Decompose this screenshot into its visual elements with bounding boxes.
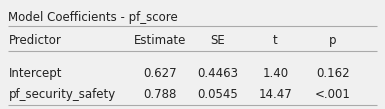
Text: t: t [273,34,278,47]
Text: SE: SE [210,34,225,47]
Text: Estimate: Estimate [134,34,186,47]
Text: 0.788: 0.788 [143,88,176,101]
Text: Model Coefficients - pf_score: Model Coefficients - pf_score [8,11,178,24]
Text: 14.47: 14.47 [258,88,292,101]
Text: pf_security_safety: pf_security_safety [8,88,116,101]
Text: 0.4463: 0.4463 [197,67,238,80]
Text: 0.162: 0.162 [316,67,350,80]
Text: Intercept: Intercept [8,67,62,80]
Text: 0.627: 0.627 [143,67,177,80]
Text: Predictor: Predictor [8,34,61,47]
Text: p: p [329,34,337,47]
Text: 0.0545: 0.0545 [197,88,238,101]
Text: 1.40: 1.40 [262,67,288,80]
Text: <.001: <.001 [315,88,351,101]
